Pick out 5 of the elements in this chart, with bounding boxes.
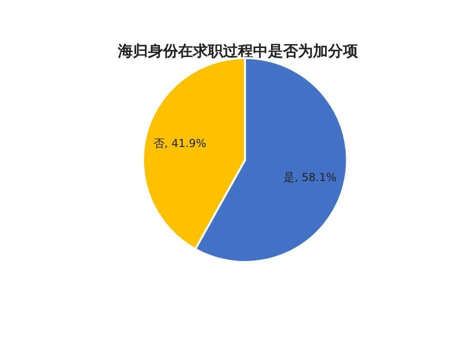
data-label: , 58.1% [294, 170, 337, 184]
chart-title: 海归身份在求职过程中是否为加分项 [117, 42, 359, 60]
slice-label: 是 [284, 170, 295, 184]
data-label: , 41.9% [164, 137, 206, 150]
slice-label: 否 [153, 137, 164, 150]
